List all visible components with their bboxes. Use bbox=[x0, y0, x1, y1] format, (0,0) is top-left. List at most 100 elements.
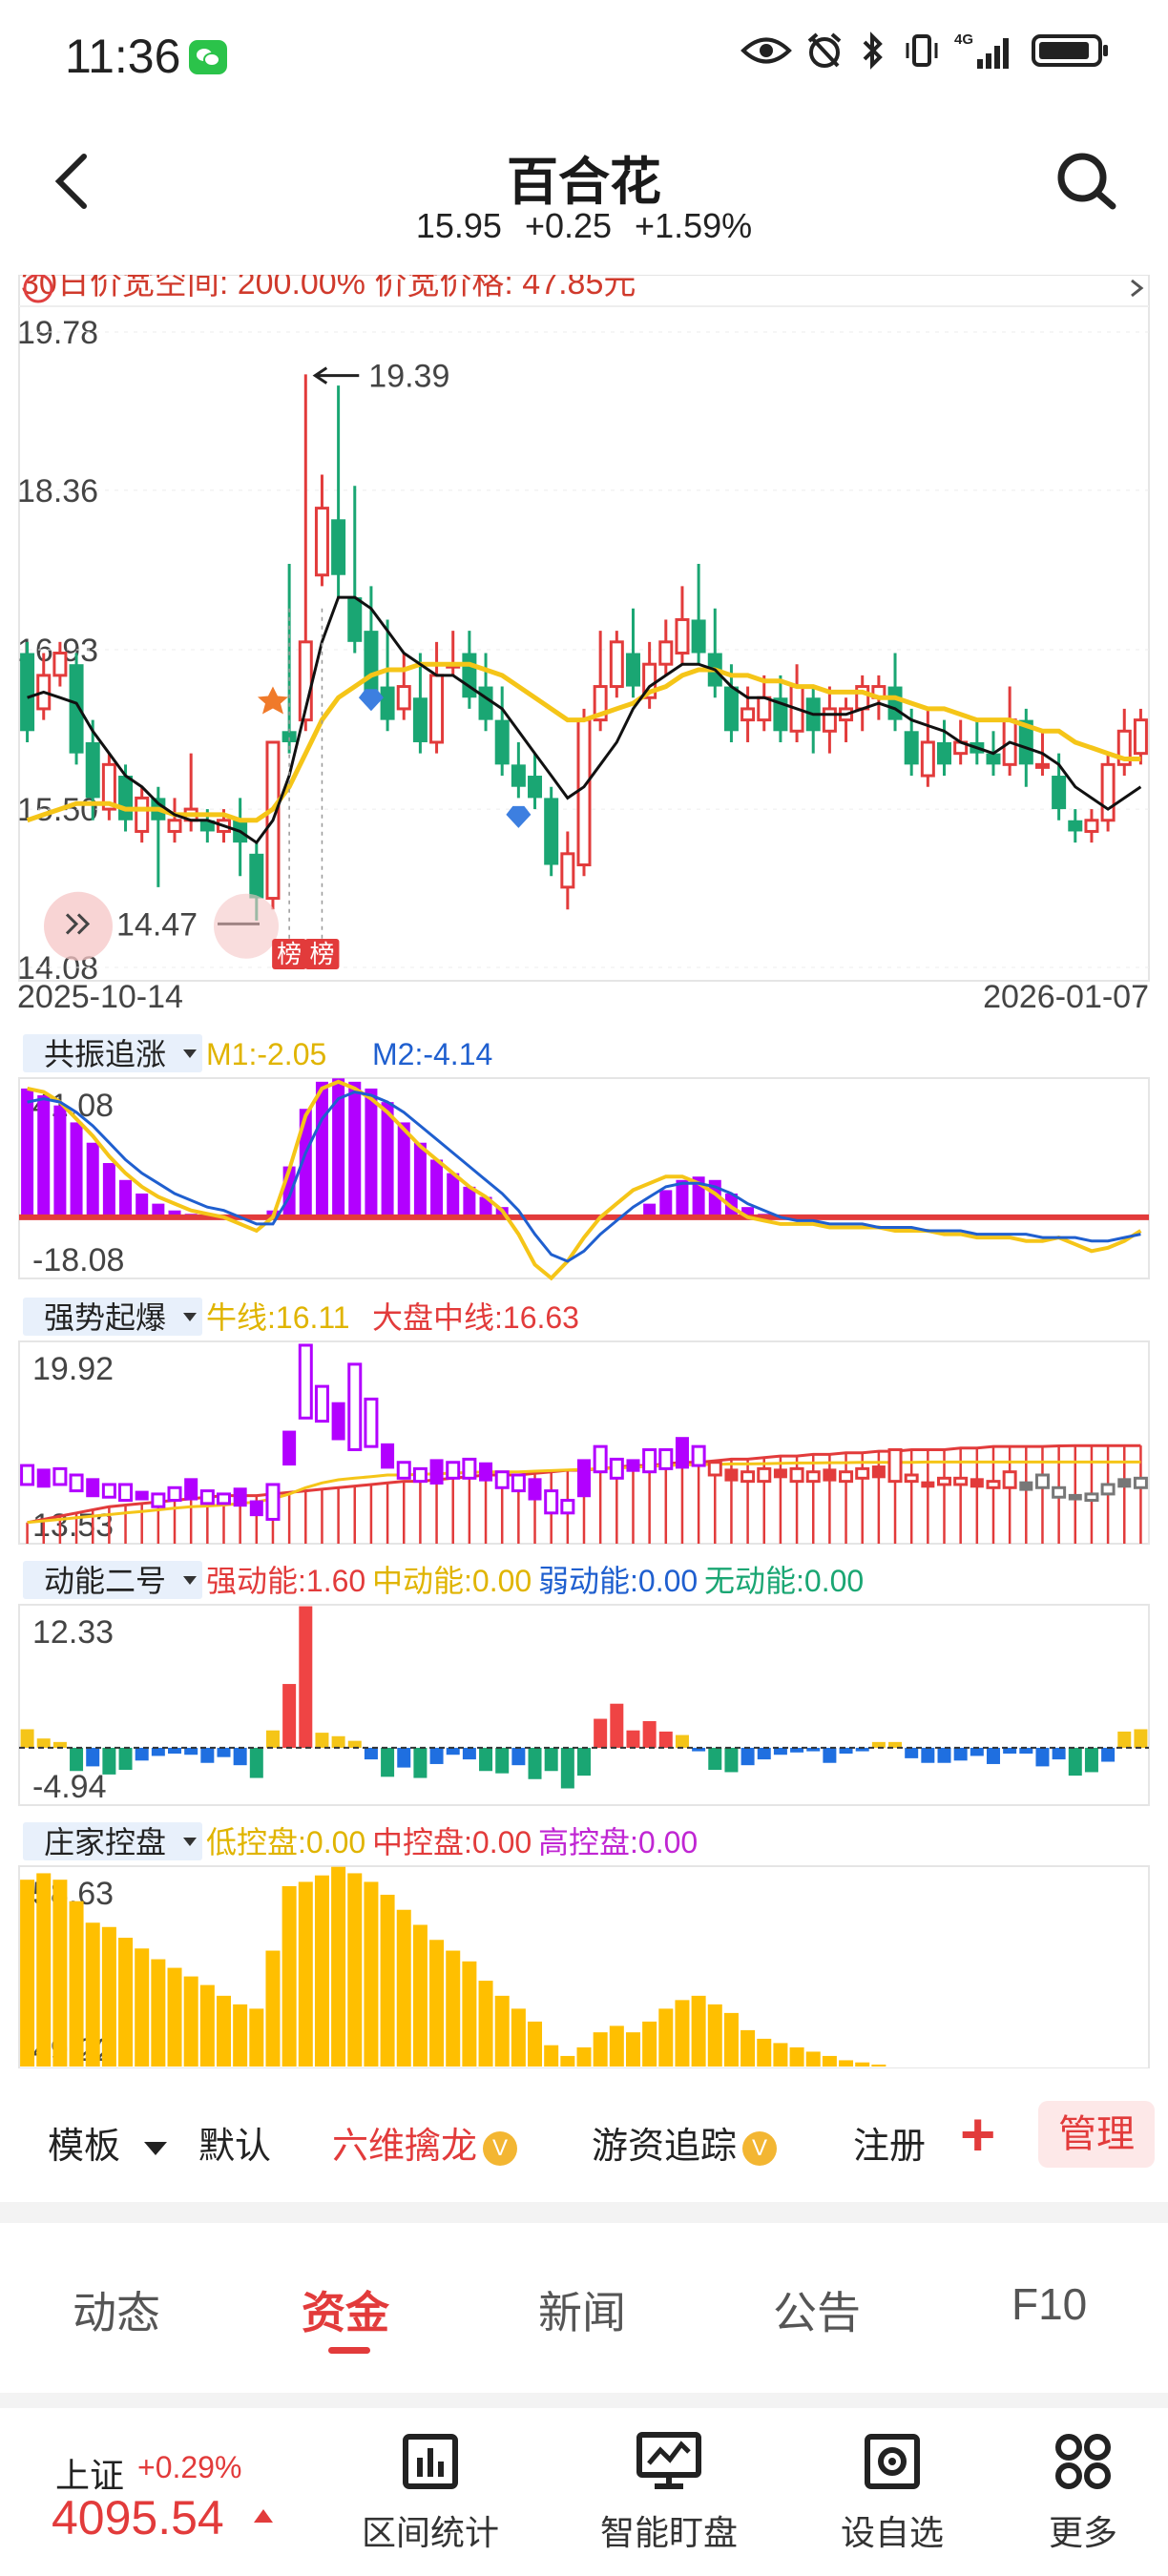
momentum-bar bbox=[790, 1747, 804, 1753]
rank-badge bbox=[304, 939, 340, 969]
momentum-bar bbox=[757, 1747, 771, 1760]
control-bar bbox=[560, 2055, 575, 2067]
strength-candle bbox=[36, 1468, 51, 1488]
momentum-bar bbox=[479, 1747, 493, 1772]
momentum-bar bbox=[364, 1747, 378, 1760]
resonance-bar bbox=[479, 1196, 492, 1217]
indicator-header-bg bbox=[19, 1815, 1149, 1866]
add-template-button[interactable]: + bbox=[960, 2100, 996, 2169]
control-bar bbox=[494, 1995, 510, 2067]
resonance-bar bbox=[136, 1193, 149, 1217]
template-six-dim[interactable]: 六维擒龙 V bbox=[332, 2116, 518, 2169]
candle-body bbox=[1100, 762, 1116, 822]
control-bar bbox=[805, 2051, 821, 2067]
template-dropdown[interactable]: 模板 bbox=[48, 2116, 167, 2169]
search-button[interactable] bbox=[1053, 149, 1120, 216]
strength-candle bbox=[1019, 1481, 1033, 1491]
tab-news[interactable]: 新闻 bbox=[538, 2288, 626, 2337]
stock-change-pct: +1.59% bbox=[635, 206, 753, 245]
vibrate-icon bbox=[906, 34, 938, 67]
candle-body bbox=[822, 707, 837, 733]
strength-candle bbox=[544, 1489, 559, 1515]
vip-badge-icon: V bbox=[742, 2130, 778, 2166]
momentum-bar bbox=[446, 1747, 460, 1755]
stock-header: 百合花 15.95 +0.25 +1.59% bbox=[0, 124, 1168, 267]
tab-f10[interactable]: F10 bbox=[1012, 2279, 1088, 2329]
indicator-value: 大盘中线:16.63 bbox=[372, 1300, 579, 1335]
strength-candle bbox=[167, 1485, 182, 1503]
strength-candle bbox=[20, 1464, 35, 1486]
strength-candle bbox=[577, 1459, 591, 1498]
strength-candle bbox=[560, 1499, 575, 1515]
divider bbox=[0, 2202, 1168, 2223]
strength-candle bbox=[511, 1473, 526, 1493]
rank-badge-label: 榜 bbox=[309, 940, 334, 968]
back-button[interactable] bbox=[38, 143, 105, 219]
nav-more[interactable]: 更多 bbox=[992, 2431, 1168, 2555]
indicator-value: 强动能:1.60 bbox=[206, 1564, 365, 1598]
tab-funds[interactable]: 资金 bbox=[302, 2288, 389, 2337]
strength-candle bbox=[1034, 1473, 1050, 1489]
strength-candle bbox=[855, 1466, 870, 1480]
control-bar bbox=[52, 1880, 68, 2067]
manage-button[interactable]: 管理 bbox=[1038, 2101, 1155, 2168]
strength-candle bbox=[364, 1397, 379, 1448]
nav-range-stats[interactable]: 区间统计 bbox=[340, 2431, 521, 2555]
control-bar bbox=[478, 1981, 493, 2067]
resonance-bar bbox=[348, 1081, 362, 1217]
momentum-bar bbox=[233, 1747, 247, 1766]
control-bar bbox=[757, 2038, 772, 2067]
momentum-bar bbox=[52, 1741, 67, 1748]
candle-body bbox=[118, 776, 134, 821]
strength-candle bbox=[347, 1362, 363, 1451]
page-title: 百合花 bbox=[507, 154, 661, 211]
candle-body bbox=[494, 719, 510, 765]
y-tick-label: 18.36 bbox=[17, 473, 98, 509]
indicator-selector bbox=[23, 1822, 202, 1860]
strength-candle bbox=[381, 1443, 395, 1469]
momentum-bar bbox=[462, 1747, 476, 1760]
control-bar bbox=[707, 2004, 722, 2067]
up-arrow-icon bbox=[254, 2509, 273, 2523]
control-bar bbox=[167, 1967, 182, 2067]
strength-candle bbox=[151, 1492, 166, 1508]
candle-body bbox=[1052, 776, 1067, 810]
candle-body bbox=[544, 798, 559, 865]
strength-candle bbox=[773, 1468, 787, 1479]
strength-candle bbox=[823, 1468, 837, 1482]
nav-add-watchlist[interactable]: 设自选 bbox=[802, 2431, 983, 2555]
strength-candle bbox=[528, 1478, 542, 1501]
momentum-bar bbox=[495, 1747, 510, 1774]
resonance-bar bbox=[332, 1078, 345, 1217]
momentum-bar bbox=[118, 1747, 133, 1771]
candle-body bbox=[920, 740, 935, 778]
m1-line bbox=[27, 1079, 1142, 1281]
tab-dynamic[interactable]: 动态 bbox=[73, 2288, 160, 2337]
nav-label: 设自选 bbox=[840, 2513, 944, 2552]
tab-announcements[interactable]: 公告 bbox=[773, 2288, 861, 2337]
candle-body bbox=[396, 685, 411, 711]
momentum-bar bbox=[413, 1747, 428, 1778]
strength-candle bbox=[249, 1500, 263, 1517]
ma-line-yellow bbox=[26, 661, 1141, 823]
indicator-selector bbox=[23, 1561, 202, 1599]
strength-candle bbox=[805, 1470, 821, 1484]
nav-smart-watch[interactable]: 智能盯盘 bbox=[578, 2431, 760, 2555]
template-register[interactable]: 注册 bbox=[853, 2127, 927, 2167]
chart-area[interactable]: 30日价宽空间: 200.00% 价宽价格: 47.85元 19.78 18.36 1… bbox=[0, 275, 1168, 2068]
candle-body bbox=[85, 741, 100, 799]
template-default[interactable]: 默认 bbox=[198, 2127, 272, 2167]
control-bar bbox=[298, 1881, 313, 2067]
candle-body bbox=[52, 652, 68, 677]
momentum-bar bbox=[151, 1747, 165, 1756]
strength-candle bbox=[429, 1459, 444, 1485]
template-hot-money[interactable]: 游资追踪 V bbox=[592, 2116, 778, 2169]
resonance-bar bbox=[119, 1179, 133, 1217]
chart-svg[interactable]: 30日价宽空间: 200.00% 价宽价格: 47.85元 19.78 18.36 1… bbox=[0, 275, 1168, 2068]
momentum-bar bbox=[905, 1747, 919, 1758]
strength-candle bbox=[479, 1462, 493, 1482]
active-tab-indicator bbox=[328, 2347, 370, 2354]
momentum-bar bbox=[953, 1747, 968, 1761]
candle-body bbox=[429, 674, 445, 744]
